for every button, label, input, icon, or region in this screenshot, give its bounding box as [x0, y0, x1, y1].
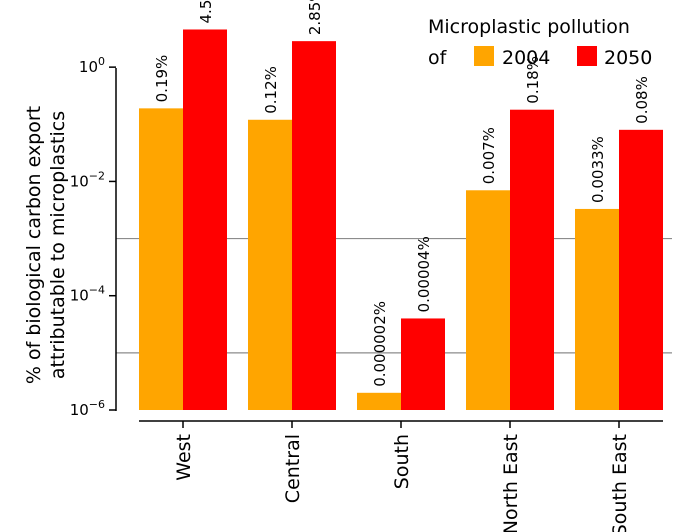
- data-label-north-east-2004: 0.007%: [480, 127, 498, 184]
- legend: Microplastic pollution of 2004 2050: [428, 16, 652, 69]
- bars: [139, 29, 663, 410]
- x-tick-label-central: Central: [282, 434, 304, 503]
- bar-north-east-2050: [510, 109, 554, 410]
- data-label-south-east-2050: 0.08%: [633, 76, 651, 124]
- data-label-central-2004: 0.12%: [262, 66, 280, 114]
- legend-swatch-2004: [474, 46, 494, 66]
- y-tick-label-0: 100: [79, 55, 105, 76]
- bar-west-2050: [183, 29, 227, 410]
- x-tick-label-south: South: [391, 434, 413, 489]
- x-tick-label-north-east: North East: [500, 434, 522, 532]
- y-tick-label-1: 10−2: [70, 169, 105, 190]
- bar-south-east-2004: [575, 208, 619, 410]
- bar-value-labels: 0.19% 4.56% 0.12% 2.85% 0.000002% 0.00004% 0.0…: [153, 0, 651, 387]
- bar-south-2050: [401, 318, 445, 410]
- data-label-central-2050: 2.85%: [306, 0, 324, 35]
- bar-central-2050: [292, 41, 336, 410]
- bar-central-2004: [248, 119, 292, 410]
- data-label-west-2050: 4.56%: [197, 0, 215, 23]
- y-axis-title-line2: attributable to microplastics: [47, 111, 69, 379]
- bar-south-east-2050: [619, 129, 663, 410]
- data-label-north-east-2050: 0.18%: [524, 56, 542, 104]
- x-tick-label-west: West: [173, 434, 195, 481]
- data-label-south-2004: 0.000002%: [371, 301, 389, 387]
- legend-title: Microplastic pollution: [428, 16, 630, 38]
- bar-west-2004: [139, 108, 183, 410]
- y-axis-title-line1: % of biological carbon export: [23, 106, 45, 384]
- x-axis: West Central South North East South East: [139, 420, 663, 532]
- data-label-west-2004: 0.19%: [153, 55, 171, 103]
- legend-swatch-2050: [577, 46, 597, 66]
- data-label-south-2050: 0.00004%: [415, 236, 433, 312]
- y-tick-label-2: 10−4: [70, 284, 105, 305]
- x-tick-label-south-east: South East: [609, 434, 631, 532]
- legend-label-2004: 2004: [502, 47, 550, 69]
- legend-title-of: of: [428, 47, 448, 69]
- legend-label-2050: 2050: [604, 47, 652, 69]
- bar-north-east-2004: [466, 190, 510, 410]
- bar-south-2004: [357, 392, 401, 410]
- y-axis-title: % of biological carbon export attributab…: [23, 106, 69, 384]
- data-label-south-east-2004: 0.0033%: [589, 136, 607, 203]
- y-axis: 100 10−2 10−4 10−6: [70, 55, 117, 419]
- y-tick-label-3: 10−6: [70, 398, 105, 419]
